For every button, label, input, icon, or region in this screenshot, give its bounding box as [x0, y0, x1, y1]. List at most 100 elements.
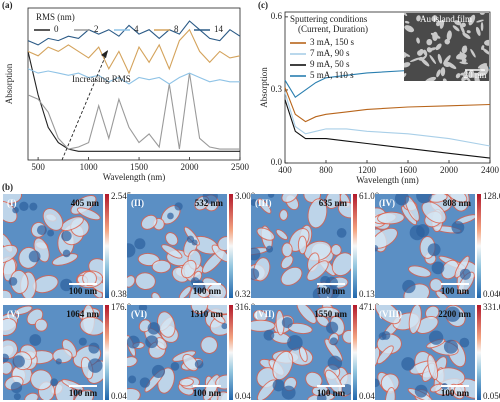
x-tick-label: 2000	[181, 162, 200, 172]
cold-region	[147, 322, 161, 335]
grain	[470, 48, 476, 58]
map-wavelength: 635 nm	[319, 198, 348, 208]
hot-region	[155, 337, 168, 350]
colorbar-min: 0.04420	[235, 391, 265, 401]
cold-region	[36, 225, 47, 236]
cold-region	[60, 278, 73, 292]
cold-region	[414, 384, 428, 398]
legend-label: 8	[174, 24, 179, 34]
hot-region	[275, 229, 289, 241]
grain	[417, 50, 423, 56]
x-axis-label: Wavelength (nm)	[103, 172, 166, 182]
hot-region	[24, 392, 39, 400]
field-map: (VI) 1310 nm 100 nm 316.0 0.04420	[127, 302, 265, 401]
grain	[460, 72, 466, 76]
hot-region	[429, 278, 443, 292]
legend-title: (Current, Duration)	[298, 24, 368, 34]
grain	[475, 26, 481, 36]
hot-region	[42, 208, 64, 231]
hot-region	[3, 317, 18, 337]
map-index: (IV)	[379, 198, 395, 208]
hot-region	[127, 356, 138, 368]
grain	[423, 49, 428, 57]
grain	[452, 25, 460, 32]
map-texture	[375, 305, 475, 400]
grain	[440, 67, 446, 77]
x-tick-label: 1000	[80, 162, 99, 172]
cold-region	[29, 202, 38, 211]
hot-region	[272, 350, 294, 381]
y-tick-label: 0.6	[271, 11, 283, 21]
colorbar-max: 128.0	[483, 191, 500, 201]
cold-region	[174, 202, 183, 211]
grain	[446, 30, 452, 41]
grain	[461, 45, 468, 54]
hot-region	[127, 387, 141, 400]
inset: Au island film 20 nm	[404, 13, 489, 81]
colorbar-max: 61.00	[359, 191, 380, 201]
hot-region	[34, 318, 48, 332]
grain	[439, 19, 445, 29]
field-map: (VIII) 2200 nm 100 nm 331.0 0.05070	[375, 302, 500, 401]
colorbar-min: 0.04050	[483, 289, 500, 299]
colorbar-max: 331.0	[483, 302, 500, 312]
cold-region	[19, 201, 29, 211]
cold-region	[191, 239, 198, 246]
colorbar	[105, 194, 109, 298]
panel-label: (c)	[258, 0, 268, 10]
colorbar-max: 176.0	[111, 302, 132, 312]
hot-region	[280, 266, 303, 286]
map-index: (III)	[255, 198, 272, 208]
hot-region	[14, 305, 33, 316]
cold-region	[312, 287, 328, 298]
plot-frame	[27, 7, 241, 161]
colorbar-max: 471.0	[359, 302, 380, 312]
colorbar	[229, 305, 233, 400]
cold-region	[194, 359, 204, 369]
colorbar-min: 0.0470	[359, 391, 384, 401]
grain	[481, 45, 485, 50]
colorbar	[353, 305, 357, 400]
colorbar-min: 0.1300	[359, 289, 384, 299]
grain	[424, 76, 437, 81]
cold-region	[401, 357, 415, 371]
cold-region	[3, 353, 9, 363]
y-axis-label: Absorption	[4, 63, 14, 104]
hot-region	[73, 389, 95, 400]
grain	[466, 30, 471, 34]
map-texture	[251, 194, 351, 298]
hot-region	[377, 211, 405, 225]
x-tick-label: 800	[319, 165, 333, 175]
hot-region	[210, 311, 226, 324]
hot-region	[342, 329, 351, 344]
colorbar	[477, 305, 481, 400]
cold-region	[127, 243, 136, 258]
colorbar-max: 2.545	[111, 191, 132, 201]
hot-region	[182, 353, 199, 372]
panel-label: (b)	[2, 182, 13, 192]
inset-scale: 20 nm	[464, 70, 487, 80]
grain	[461, 22, 466, 28]
cold-region	[459, 337, 470, 348]
grain	[456, 52, 466, 60]
x-tick-label: 2400	[481, 165, 500, 175]
legend-label: 5 mA, 110 s	[310, 70, 354, 80]
hot-region	[165, 232, 179, 246]
cold-region	[251, 199, 258, 207]
grain	[435, 43, 442, 51]
map-wavelength: 1310 nm	[190, 309, 223, 319]
cold-region	[12, 355, 25, 368]
x-tick-label: 1200	[358, 165, 377, 175]
cold-region	[88, 342, 100, 354]
hot-region	[296, 305, 317, 324]
panel-label: (a)	[2, 0, 13, 10]
grain	[454, 20, 462, 26]
cold-region	[444, 306, 461, 322]
field-map: (VII) 1550 nm 100 nm 471.0 0.0470	[251, 302, 384, 401]
cold-region	[170, 362, 180, 371]
cold-region	[427, 243, 441, 257]
cold-region	[88, 358, 103, 373]
series-line	[27, 51, 240, 152]
grain	[480, 21, 484, 32]
cold-region	[167, 212, 174, 220]
